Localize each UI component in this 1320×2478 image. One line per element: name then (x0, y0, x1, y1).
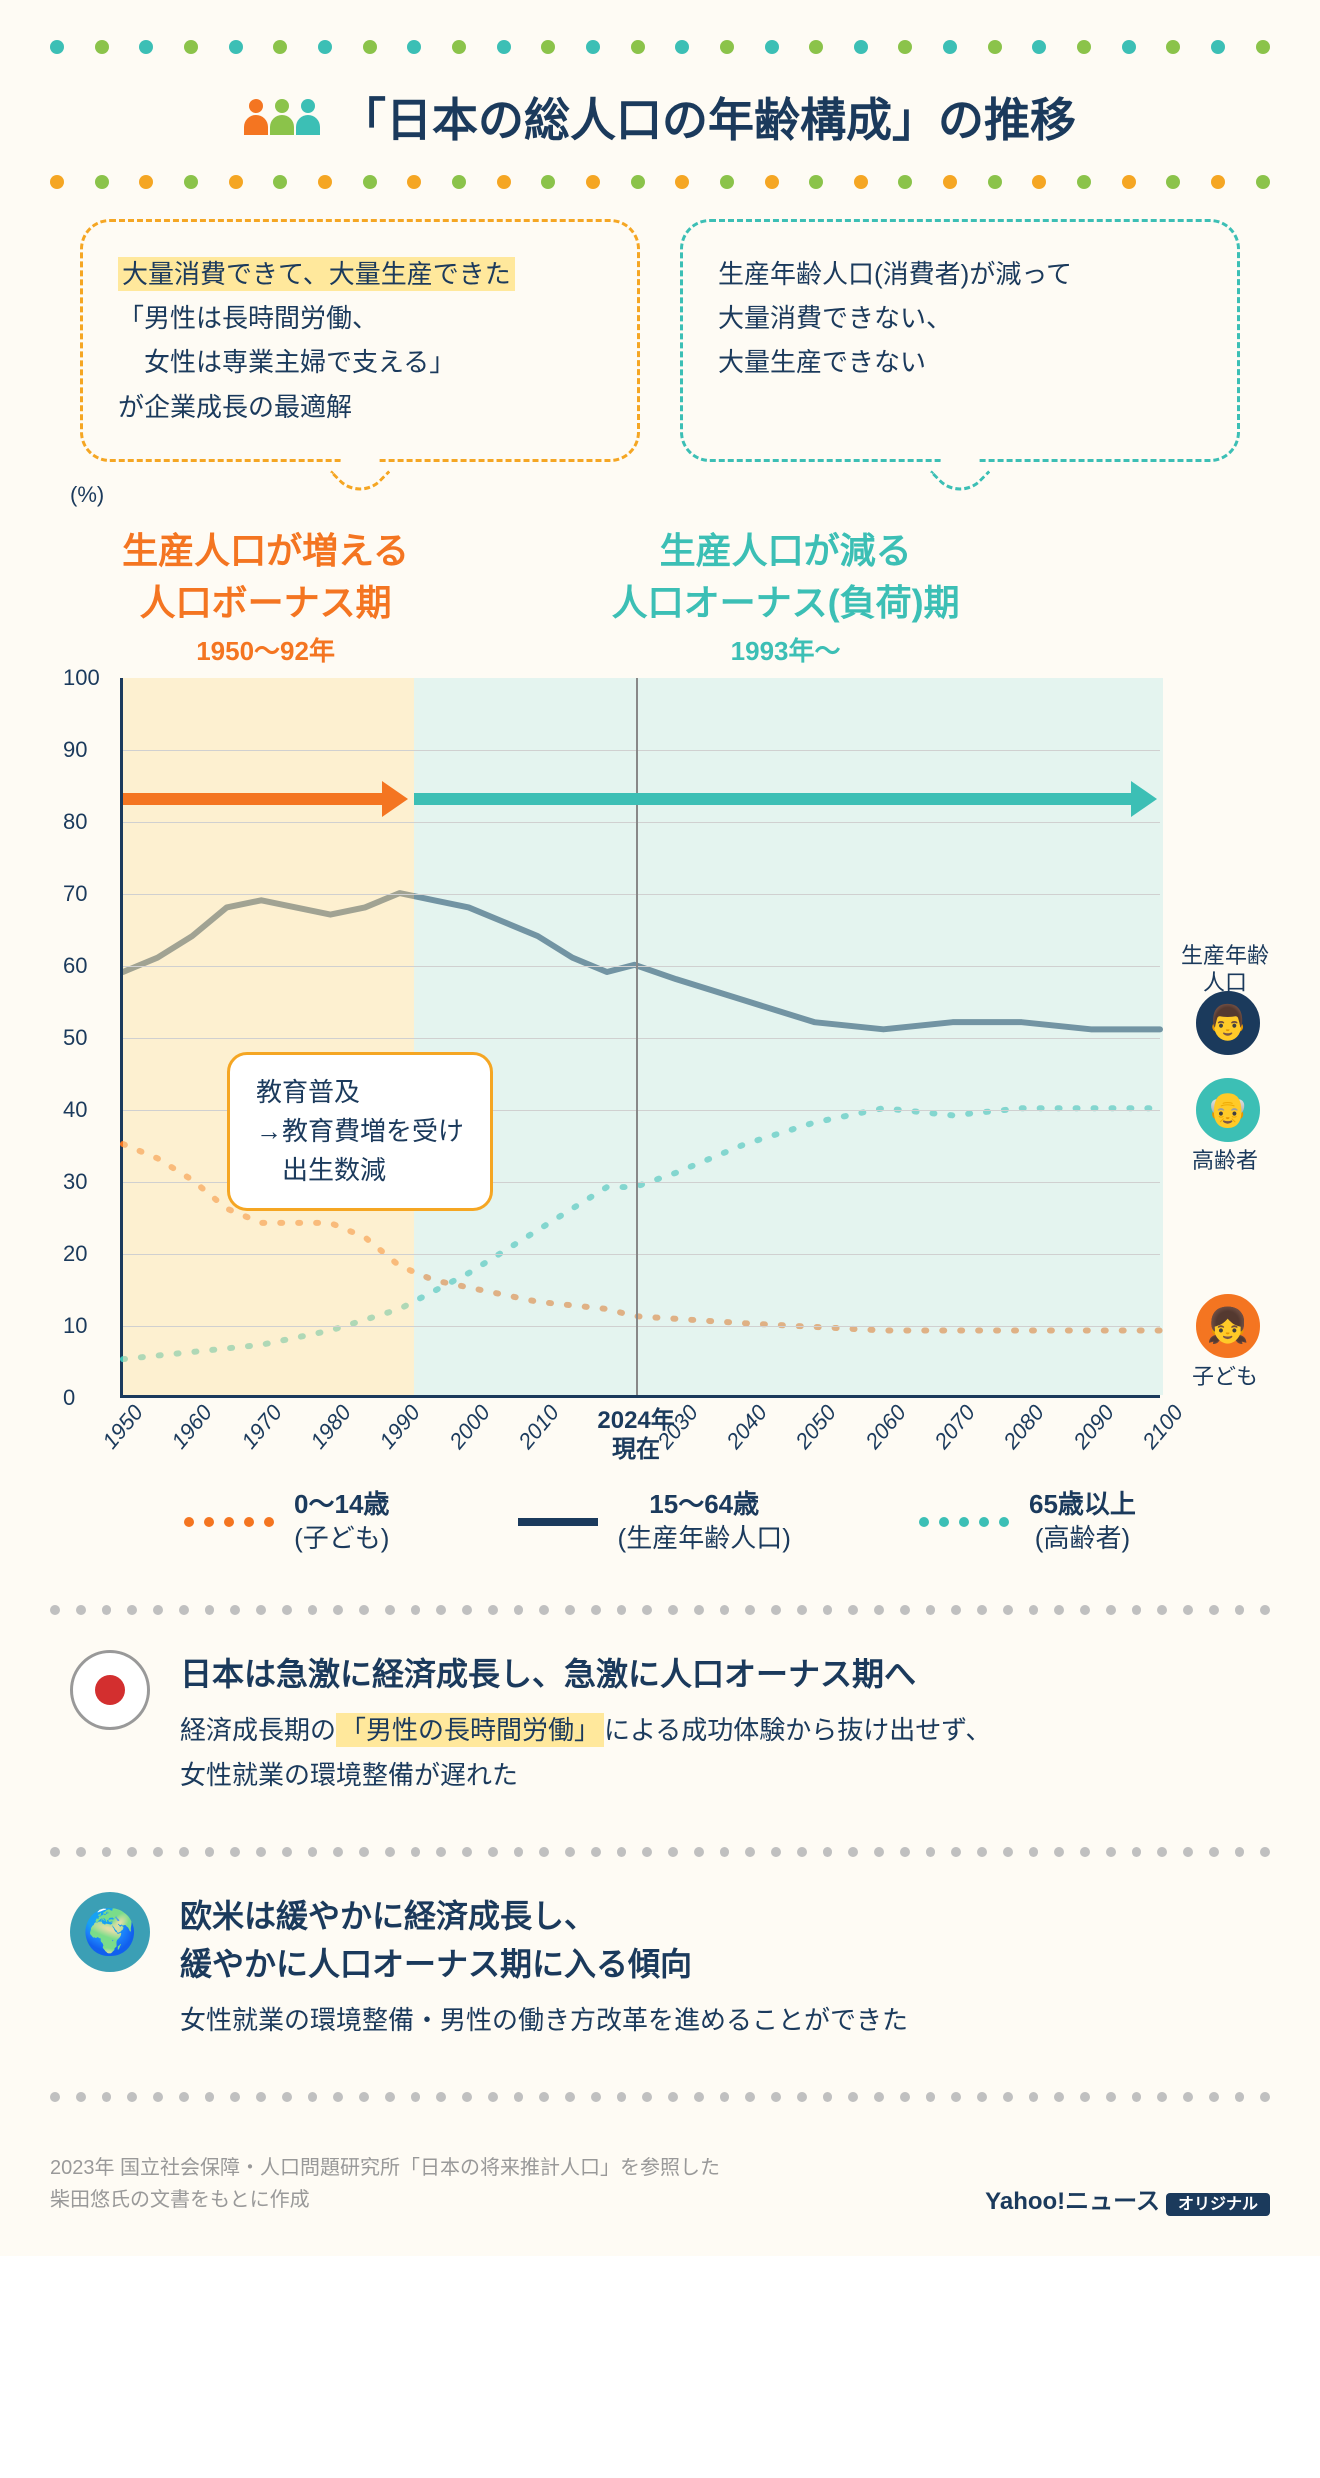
globe-icon: 🌍 (70, 1892, 150, 1972)
chart-area: (%) 生産人口が増える人口ボーナス期1950〜92年 生産人口が減る人口オーナ… (40, 522, 1280, 1398)
brand-logo: Yahoo!ニュースオリジナル (985, 2181, 1270, 2216)
people-icon (244, 99, 320, 135)
summary-japan-body: 経済成長期の「男性の長時間労働」による成功体験から抜け出せず、 女性就業の環境整… (180, 1708, 991, 1796)
divider-dots (40, 2092, 1280, 2102)
japan-flag-icon (70, 1650, 150, 1730)
education-callout: 教育普及→教育費増を受け 出生数減 (227, 1052, 493, 1211)
speech-bubbles: 大量消費できて、大量生産できた 「男性は長時間労働、 女性は専業主婦で支える」 … (40, 219, 1280, 462)
period-labels: 生産人口が増える人口ボーナス期1950〜92年 生産人口が減る人口オーナス(負荷… (120, 522, 1160, 668)
source-text: 2023年 国立社会保障・人口問題研究所「日本の将来推計人口」を参照した柴田悠氏… (50, 2152, 720, 2216)
avatar-children: 👧 (1196, 1294, 1260, 1358)
summary-japan-heading: 日本は急激に経済成長し、急激に人口オーナス期へ (180, 1650, 991, 1698)
decorative-dots-mid (40, 175, 1280, 189)
summary-west-heading: 欧米は緩やかに経済成長し、緩やかに人口オーナス期に入る傾向 (180, 1892, 908, 1988)
avatar-working: 👨 (1196, 991, 1260, 1055)
legend-item: 0〜14歳(子ども) (184, 1488, 389, 1556)
footer: 2023年 国立社会保障・人口問題研究所「日本の将来推計人口」を参照した柴田悠氏… (40, 2152, 1280, 2216)
divider-dots (40, 1605, 1280, 1615)
bonus-period-label: 生産人口が増える人口ボーナス期1950〜92年 (120, 522, 411, 668)
summary-japan: 日本は急激に経済成長し、急激に人口オーナス期へ 経済成長期の「男性の長時間労働」… (40, 1650, 1280, 1796)
chart-plot: 0102030405060708090100195019601970198019… (120, 678, 1160, 1398)
bubble-onus-era: 生産年齢人口(消費者)が減って 大量消費できない、 大量生産できない (680, 219, 1240, 462)
y-axis-unit: (%) (70, 482, 104, 508)
title-row: 「日本の総人口の年齢構成」の推移 (40, 84, 1280, 150)
legend-item: 65歳以上(高齢者) (919, 1488, 1136, 1556)
decorative-dots-top (40, 40, 1280, 54)
legend-item: 15〜64歳(生産年齢人口) (518, 1488, 791, 1556)
avatar-elderly: 👴 (1196, 1078, 1260, 1142)
summary-west: 🌍 欧米は緩やかに経済成長し、緩やかに人口オーナス期に入る傾向 女性就業の環境整… (40, 1892, 1280, 2042)
bubble-bonus-era: 大量消費できて、大量生産できた 「男性は長時間労働、 女性は専業主婦で支える」 … (80, 219, 640, 462)
onus-period-label: 生産人口が減る人口オーナス(負荷)期1993年〜 (411, 522, 1160, 668)
divider-dots (40, 1847, 1280, 1857)
chart-legend: 0〜14歳(子ども) 15〜64歳(生産年齢人口) 65歳以上(高齢者) (40, 1488, 1280, 1556)
summary-west-body: 女性就業の環境整備・男性の働き方改革を進めることができた (180, 1998, 908, 2042)
page-title: 「日本の総人口の年齢構成」の推移 (340, 84, 1076, 150)
infographic-container: 「日本の総人口の年齢構成」の推移 大量消費できて、大量生産できた 「男性は長時間… (0, 0, 1320, 2256)
